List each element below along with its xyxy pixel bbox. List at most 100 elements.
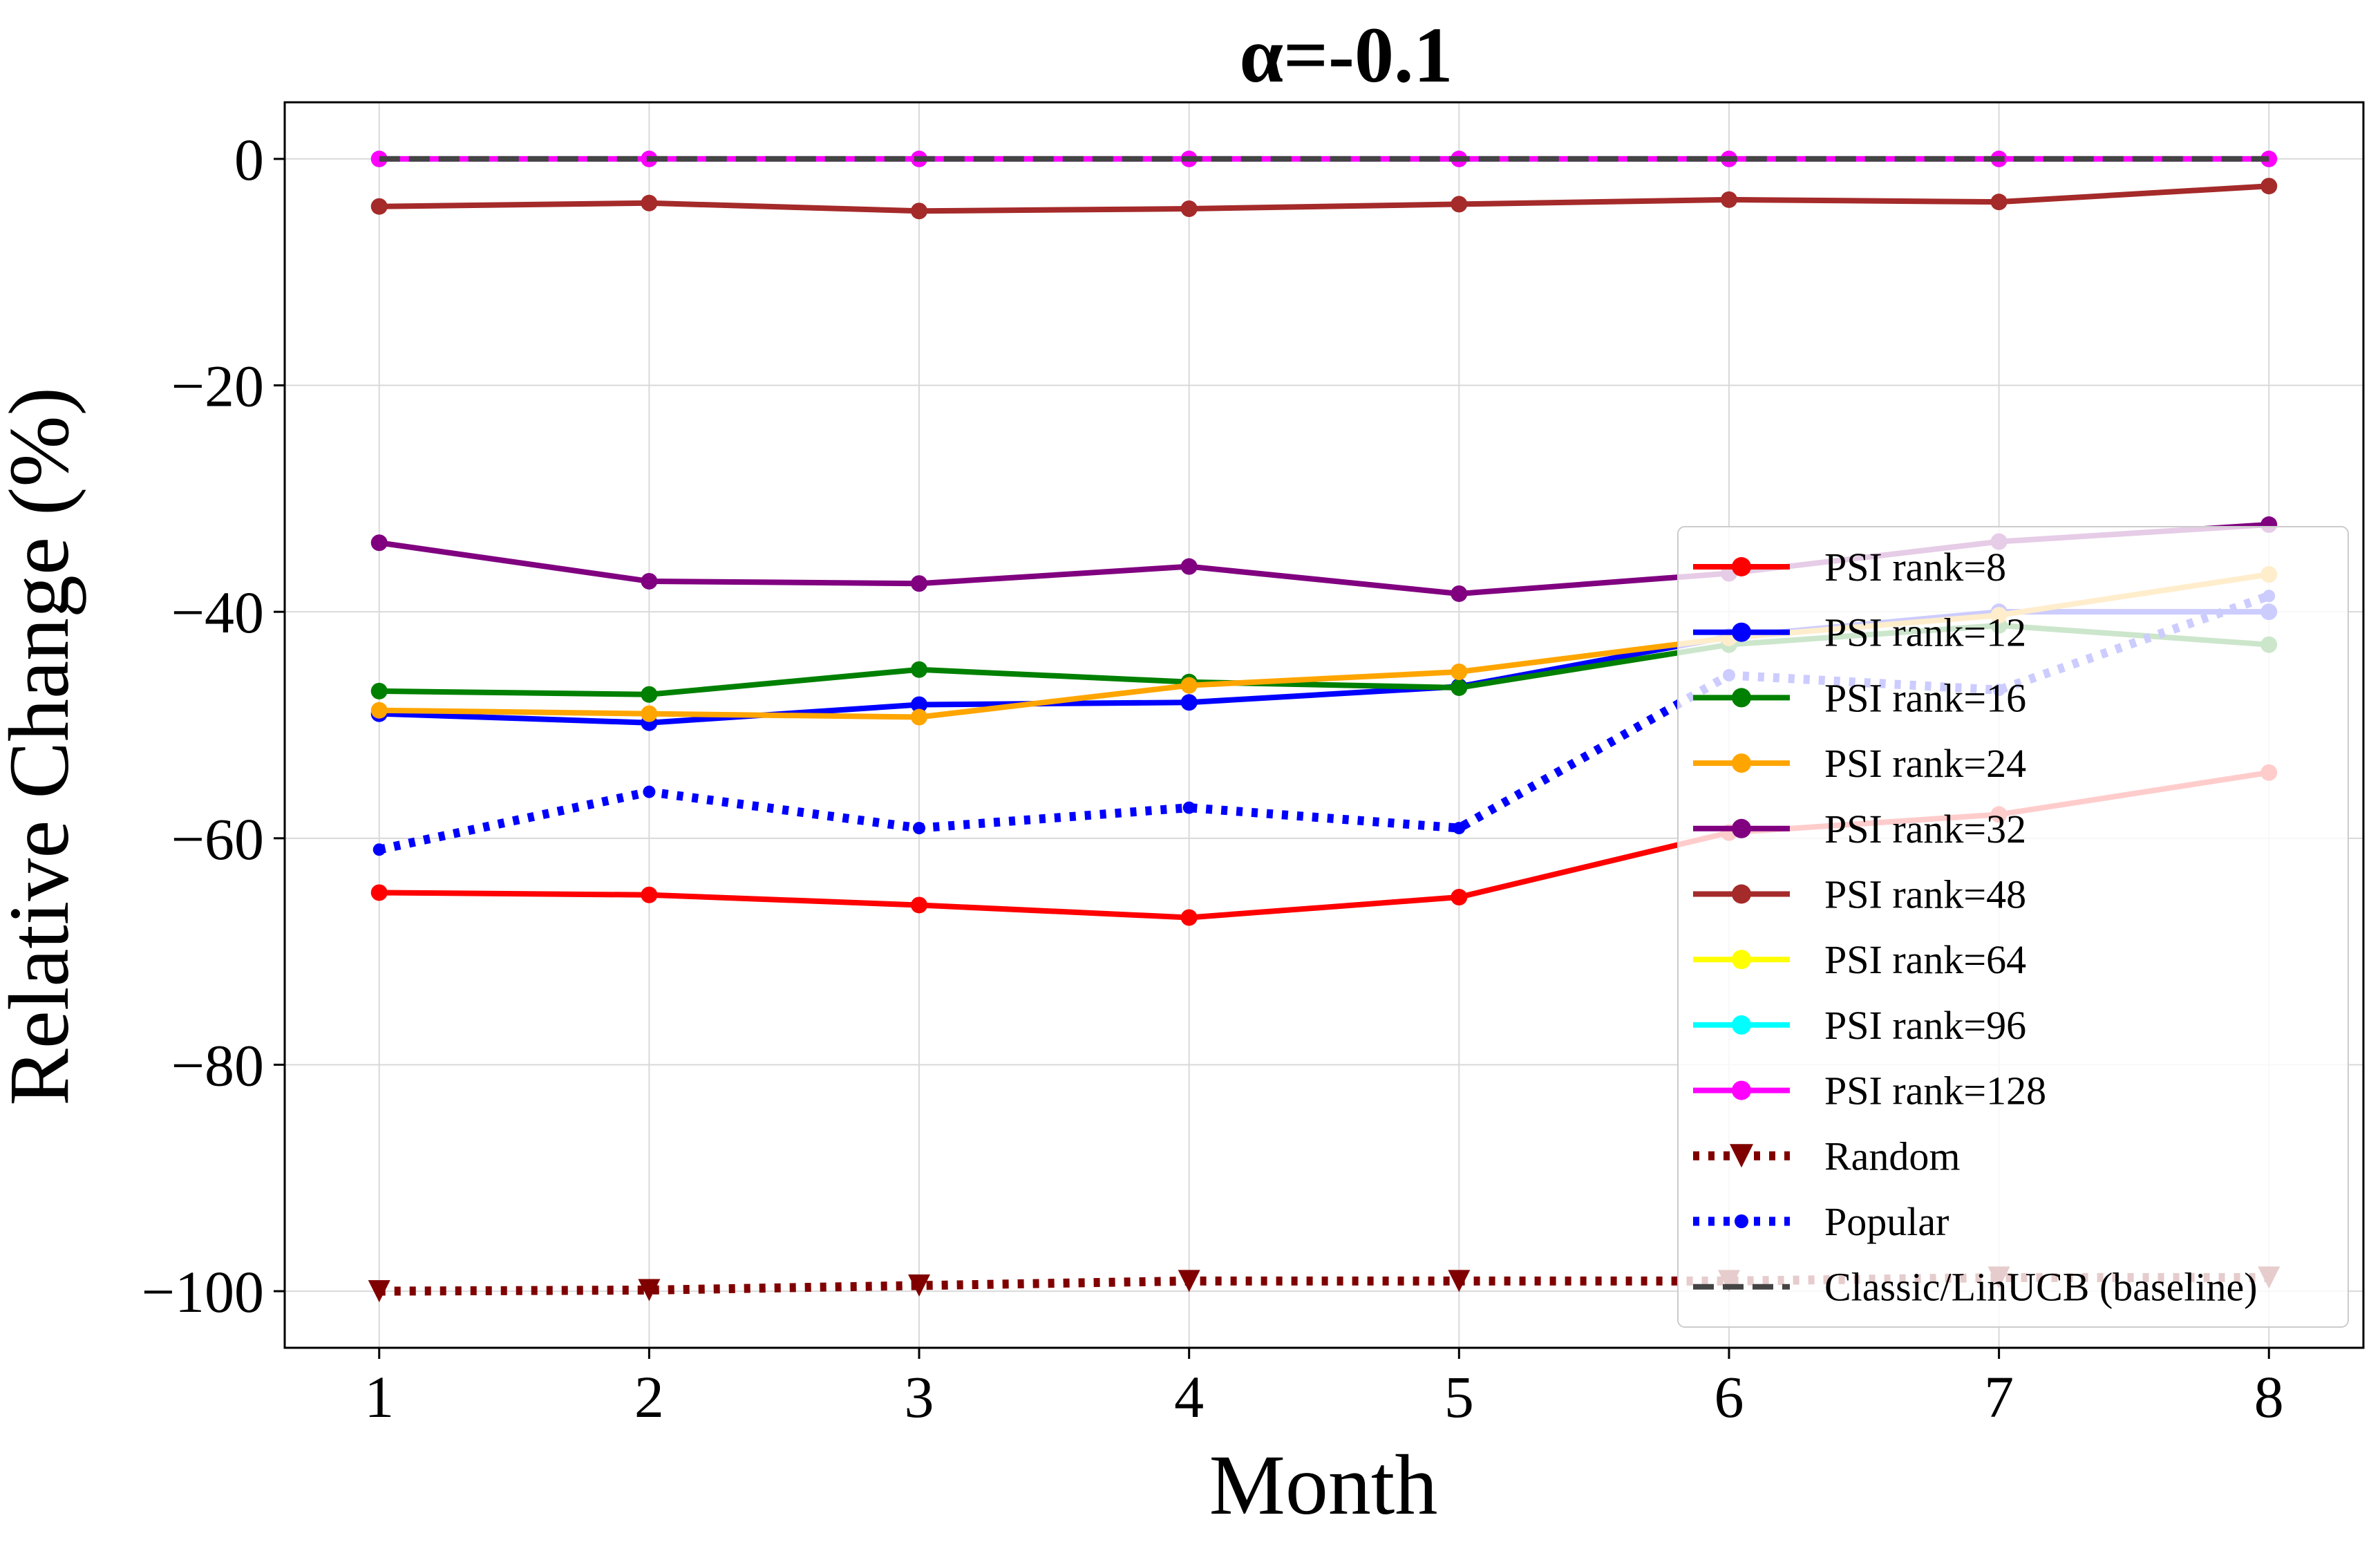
x-tick-label: 4 xyxy=(1174,1364,1204,1430)
y-tick-label: −20 xyxy=(171,353,264,420)
data-point xyxy=(1451,664,1468,681)
chart-title: α=-0.1 xyxy=(1239,11,1453,99)
y-axis-label: Relative Change (%) xyxy=(0,387,86,1106)
legend-entry: PSI rank=128 xyxy=(1693,1069,2046,1113)
data-point xyxy=(641,194,658,212)
data-point xyxy=(1451,679,1468,696)
legend-marker xyxy=(1732,884,1751,904)
series-line xyxy=(379,183,2269,214)
legend-entry: PSI rank=16 xyxy=(1693,675,2026,720)
legend-marker xyxy=(1732,1015,1751,1035)
legend-label: PSI rank=12 xyxy=(1824,610,2026,655)
data-point xyxy=(1453,822,1466,835)
data-point xyxy=(1180,677,1198,694)
legend-marker xyxy=(1735,1214,1748,1228)
data-point xyxy=(1451,196,1468,213)
data-point xyxy=(911,203,928,220)
x-tick-label: 2 xyxy=(634,1364,664,1430)
data-point xyxy=(913,822,926,835)
legend-marker xyxy=(1732,818,1751,838)
legend-marker xyxy=(1732,753,1751,773)
data-point xyxy=(1451,889,1468,906)
y-tick-label: −100 xyxy=(141,1259,264,1325)
x-tick-label: 1 xyxy=(364,1364,394,1430)
legend-marker xyxy=(1732,557,1751,576)
data-point xyxy=(1180,694,1198,711)
data-point xyxy=(1178,1270,1200,1292)
y-tick-label: −40 xyxy=(171,579,264,646)
data-point xyxy=(2260,178,2278,195)
legend-entry: PSI rank=24 xyxy=(1693,741,2026,786)
legend-marker xyxy=(1730,1144,1753,1168)
data-point xyxy=(372,843,386,856)
data-point xyxy=(908,1274,931,1297)
legend-label: Random xyxy=(1824,1134,1961,1178)
plot-area-frame xyxy=(283,101,2365,1349)
series-layer xyxy=(368,150,2280,1303)
data-point xyxy=(911,575,928,592)
legend-entry: PSI rank=12 xyxy=(1693,610,2026,655)
x-tick-label: 5 xyxy=(1444,1364,1474,1430)
legend-marker xyxy=(1732,950,1751,970)
data-point xyxy=(370,198,388,215)
legend-label: PSI rank=128 xyxy=(1824,1069,2046,1113)
y-tick-label: 0 xyxy=(234,126,264,193)
data-point xyxy=(911,696,928,713)
data-point xyxy=(370,682,388,699)
data-point xyxy=(641,686,658,703)
x-tick-label: 7 xyxy=(1984,1364,2014,1430)
data-point xyxy=(641,886,658,903)
data-point xyxy=(1990,194,2008,211)
legend: PSI rank=8 PSI rank=12 PSI rank=16 PSI rank… xyxy=(1677,526,2349,1328)
series-line xyxy=(378,592,2271,854)
legend-label: PSI rank=64 xyxy=(1824,937,2026,982)
legend-label: PSI rank=24 xyxy=(1824,741,2026,786)
data-point xyxy=(911,896,928,914)
legend-box xyxy=(1677,526,2349,1328)
data-point xyxy=(641,705,658,722)
data-point xyxy=(1182,801,1196,814)
legend-label: Classic/LinUCB (baseline) xyxy=(1824,1265,2258,1310)
legend-entry: Classic/LinUCB (baseline) xyxy=(1693,1265,2258,1310)
y-tick-label: −80 xyxy=(171,1032,264,1098)
series-line xyxy=(379,1272,2269,1296)
data-point xyxy=(1448,1270,1471,1292)
data-point xyxy=(638,1279,661,1301)
legend-label: PSI rank=8 xyxy=(1824,545,2006,590)
legend-label: PSI rank=16 xyxy=(1824,675,2026,720)
data-point xyxy=(1451,585,1468,602)
legend-entry: Random xyxy=(1693,1134,1961,1178)
legend-label: Popular xyxy=(1824,1199,1949,1244)
data-point xyxy=(1180,909,1198,926)
data-point xyxy=(911,708,928,726)
data-point xyxy=(1720,191,1737,208)
legend-marker xyxy=(1732,622,1751,642)
x-axis-label: Month xyxy=(1209,1438,1438,1532)
legend-label: PSI rank=32 xyxy=(1824,807,2026,852)
data-point xyxy=(370,534,388,552)
data-point xyxy=(368,1280,390,1303)
legend-entry: PSI rank=48 xyxy=(1693,872,2026,917)
data-point xyxy=(370,702,388,719)
y-tick-label: −60 xyxy=(171,806,264,872)
data-point xyxy=(1180,200,1198,217)
legend-entry: PSI rank=32 xyxy=(1693,807,2026,852)
x-tick-label: 8 xyxy=(2254,1364,2284,1430)
data-point xyxy=(643,785,656,798)
x-tick-label: 6 xyxy=(1714,1364,1744,1430)
legend-marker xyxy=(1732,688,1751,708)
legend-label: PSI rank=48 xyxy=(1824,872,2026,917)
legend-entry: Popular xyxy=(1693,1199,1949,1244)
legend-label: PSI rank=96 xyxy=(1824,1003,2026,1048)
data-point xyxy=(370,884,388,901)
data-point xyxy=(641,572,658,590)
data-point xyxy=(911,661,928,678)
data-point xyxy=(1180,558,1198,575)
legend-marker xyxy=(1732,1080,1751,1100)
legend-entry: PSI rank=8 xyxy=(1693,545,2006,590)
x-tick-label: 3 xyxy=(905,1364,934,1430)
series-psi-rank-48 xyxy=(370,178,2278,220)
legend-entry: PSI rank=96 xyxy=(1693,1003,2026,1048)
legend-entry: PSI rank=64 xyxy=(1693,937,2026,982)
